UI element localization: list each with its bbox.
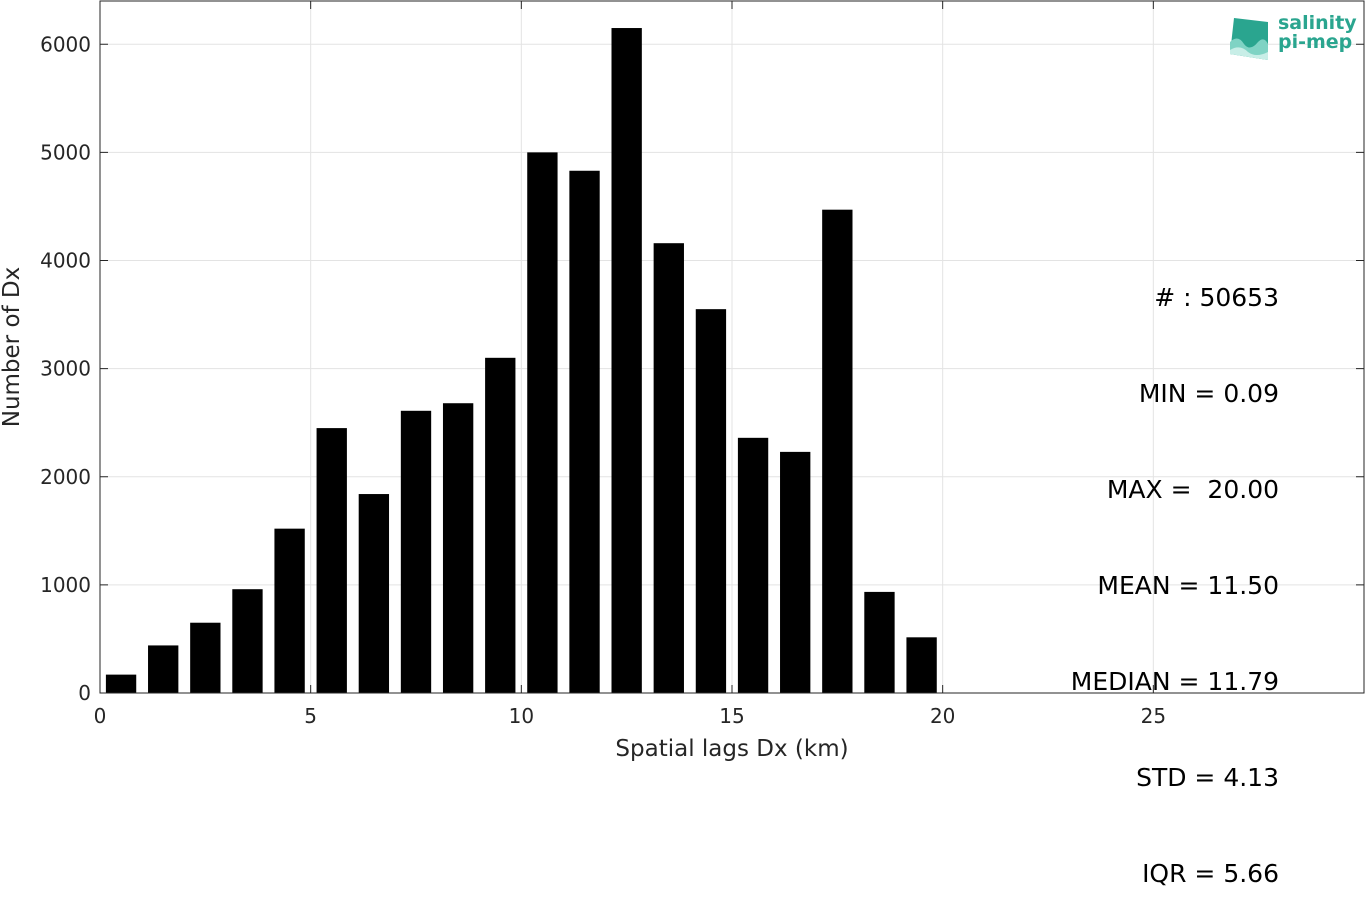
stat-std: STD = 4.13: [1136, 763, 1279, 792]
x-tick-label-2: 10: [509, 704, 534, 728]
bar-15: [737, 437, 769, 693]
statistics-box: # : 50653 MIN = 0.09 MAX = 20.00 MEAN = …: [1071, 218, 1279, 922]
x-tick-label-1: 5: [304, 704, 317, 728]
stat-iqr: IQR = 5.66: [1142, 859, 1279, 888]
bar-13: [653, 243, 684, 693]
stat-min: MIN = 0.09: [1138, 379, 1279, 408]
bar-4: [274, 528, 305, 693]
y-tick-label-4: 4000: [40, 249, 91, 273]
bar-2: [190, 622, 221, 693]
axis-ticks: 0 5 10 15 20 25 0 1000 2000 3000 4000 5000 6000: [40, 1, 1364, 728]
bar-12: [611, 28, 642, 693]
logo-line-1: salinity: [1278, 12, 1357, 34]
bar-5: [316, 428, 347, 693]
y-tick-label-2: 2000: [40, 465, 91, 489]
bar-11: [569, 170, 600, 694]
stat-count: # : 50653: [1154, 283, 1279, 312]
bar-19: [906, 637, 937, 693]
bar-17: [822, 209, 853, 693]
grid-lines: [100, 1, 1364, 693]
y-tick-label-1: 1000: [40, 573, 91, 597]
salinity-pi-mep-logo: salinity pi-mep: [1228, 14, 1357, 64]
x-tick-label-4: 20: [930, 704, 955, 728]
y-tick-label-0: 0: [78, 681, 91, 705]
stat-max: MAX = 20.00: [1106, 475, 1279, 504]
bar-8: [442, 403, 474, 693]
x-tick-label-5: 25: [1141, 704, 1166, 728]
bar-1: [148, 645, 179, 693]
bar-18: [864, 591, 895, 693]
bar-3: [232, 589, 263, 693]
x-axis-label: Spatial lags Dx (km): [615, 736, 848, 762]
bar-9: [485, 357, 516, 693]
logo-wave-icon: [1230, 18, 1268, 60]
y-tick-label-6: 6000: [40, 32, 91, 56]
y-tick-label-5: 5000: [40, 140, 91, 164]
bars: [105, 28, 937, 694]
y-tick-label-3: 3000: [40, 357, 91, 381]
logo-text: salinity pi-mep: [1278, 14, 1357, 52]
logo-line-2: pi-mep: [1278, 31, 1353, 53]
bar-0: [105, 674, 137, 693]
histogram-chart: 0 5 10 15 20 25 0 1000 2000 3000 4000 5000 6000 Spat…: [0, 0, 1365, 762]
x-tick-label-3: 15: [719, 704, 744, 728]
bar-6: [358, 494, 390, 693]
bar-10: [527, 152, 558, 693]
bar-7: [400, 410, 432, 693]
x-tick-label-0: 0: [94, 704, 107, 728]
bar-16: [780, 451, 811, 693]
bar-14: [695, 309, 727, 693]
stat-mean: MEAN = 11.50: [1097, 571, 1279, 600]
stat-median: MEDIAN = 11.79: [1070, 667, 1279, 696]
y-axis-label: Number of Dx: [0, 267, 25, 428]
